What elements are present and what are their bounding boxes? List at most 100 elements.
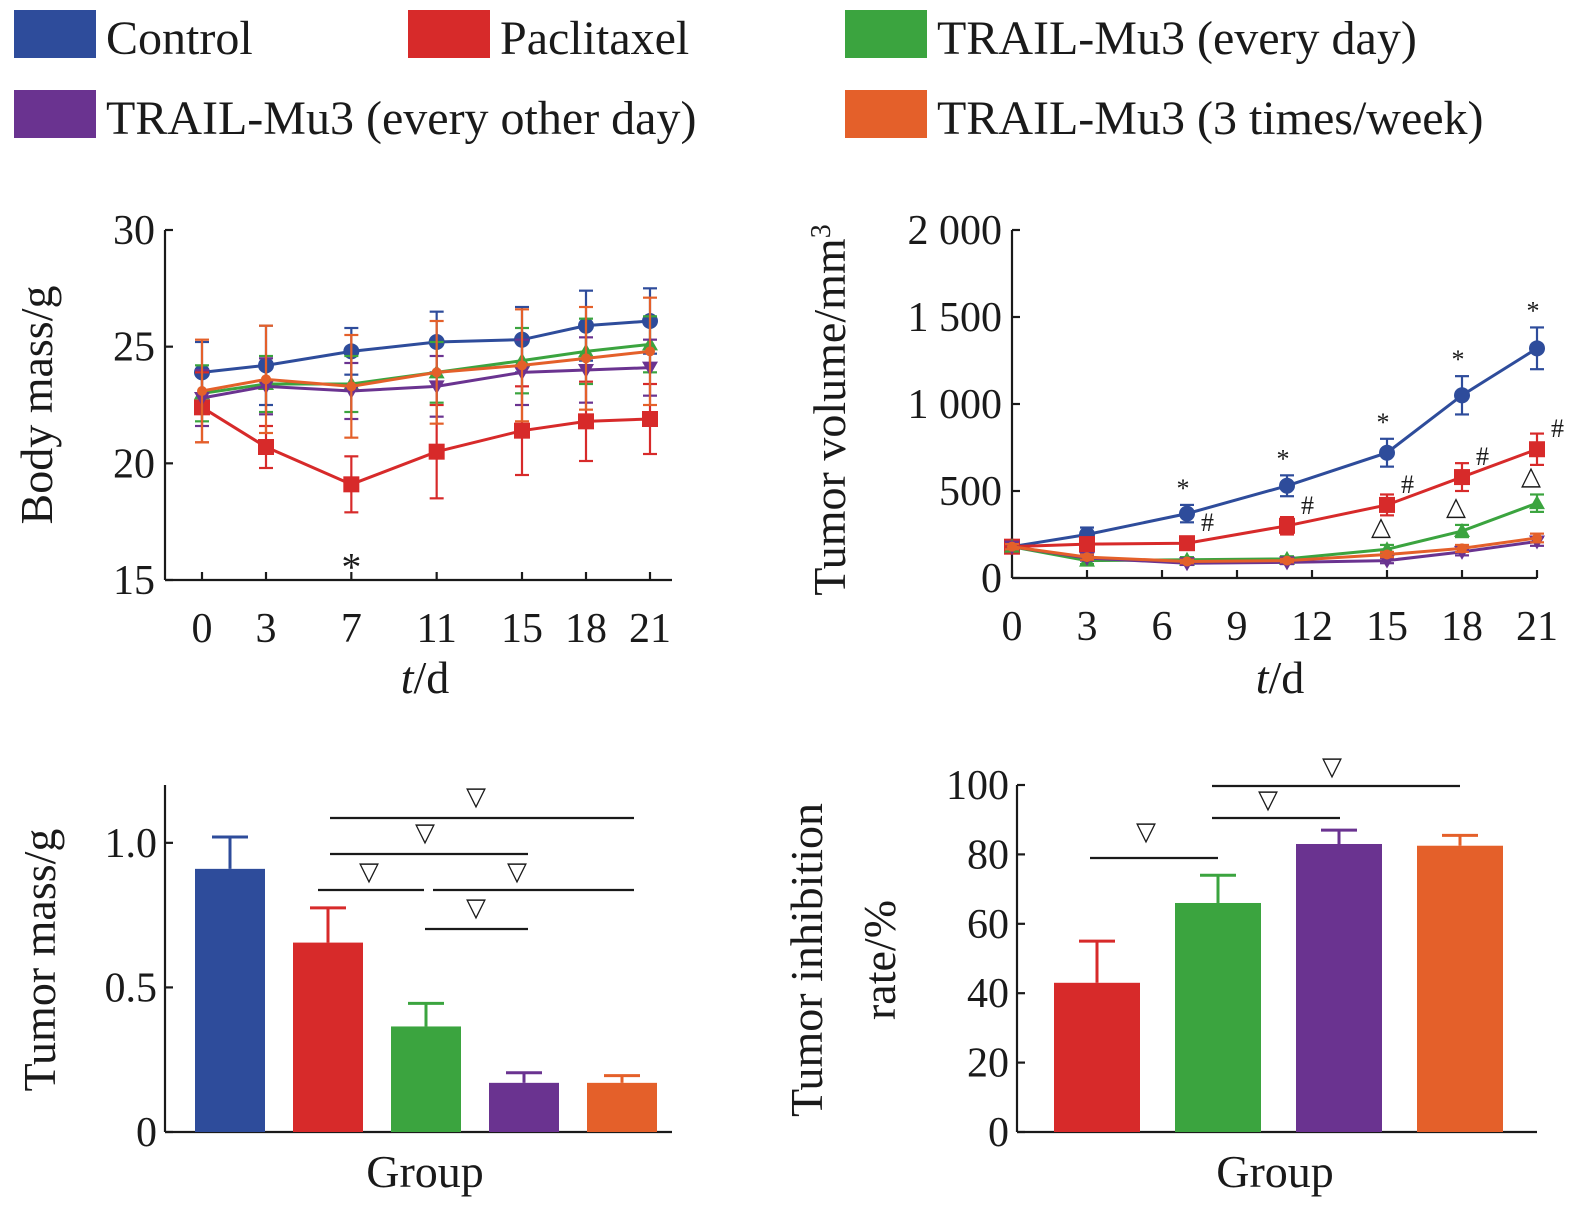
- tumor-volume-x-tick-label: 0: [1002, 604, 1023, 650]
- tumor-volume-y-title: Tumor volume/mm3: [804, 224, 855, 595]
- body-mass-point-paclitaxel: [514, 422, 530, 439]
- legend-label-trail-mu3-3-times-week: TRAIL-Mu3 (3 times/week): [937, 92, 1484, 145]
- tumor-volume-x-tick-label: 12: [1291, 604, 1333, 650]
- legend-label-trail-mu3-every-other-day: TRAIL-Mu3 (every other day): [106, 92, 696, 145]
- body-mass-point-trail-mu3-3-times-week: [431, 367, 442, 378]
- tumor-mass-bar-trail-mu3-every-day: [391, 1026, 461, 1132]
- legend-swatch-trail-mu3-every-day: [845, 10, 927, 58]
- body-mass-y-tick-label: 25: [113, 325, 155, 371]
- tumor-inhibition-y-tick-label: 60: [967, 902, 1009, 948]
- tumor-volume-annotation: #: [1401, 470, 1414, 499]
- tumor-inhibition-y-tick-label: 20: [967, 1041, 1009, 1087]
- body-mass-point-trail-mu3-3-times-week: [261, 374, 271, 385]
- body-mass-y-tick-label: 20: [113, 441, 155, 487]
- tumor-mass-bar-trail-mu3-3-times-week: [587, 1082, 657, 1132]
- body-mass-x-tick-label: 3: [256, 606, 277, 652]
- body-mass-x-tick-label: 18: [565, 606, 607, 652]
- tumor-volume-point-trail-mu3-3-times-week: [1532, 532, 1542, 543]
- body-mass-point-paclitaxel: [578, 413, 594, 430]
- tumor-mass-chart: Tumor mass/g Group 0 0.5 1.0 ▽ ▽ ▽ ▽ ▽: [14, 782, 672, 1197]
- tumor-inhibition-y-tick-label: 0: [988, 1110, 1009, 1156]
- tumor-volume-x-tick-label: 9: [1227, 604, 1248, 650]
- legend-label-control: Control: [106, 12, 253, 65]
- tumor-volume-point-paclitaxel: [1454, 469, 1470, 486]
- tumor-volume-y-tick-label: 0: [981, 556, 1002, 602]
- tumor-volume-point-trail-mu3-3-times-week: [1082, 552, 1092, 563]
- tumor-inhibition-bar-trail-mu3-3-times-week: [1417, 845, 1503, 1132]
- tumor-volume-annotation: #: [1551, 414, 1564, 443]
- tumor-volume-point-trail-mu3-3-times-week: [1382, 549, 1392, 560]
- tumor-volume-annotation: △: [1521, 461, 1541, 490]
- tumor-inhibition-y-tick-label: 40: [967, 971, 1009, 1017]
- legend-swatch-trail-mu3-every-other-day: [14, 90, 96, 138]
- body-mass-x-tick-label: 15: [501, 606, 543, 652]
- body-mass-x-tick-label: 0: [192, 606, 213, 652]
- tumor-volume-annotation: *: [1452, 345, 1465, 374]
- tumor-volume-annotation: #: [1301, 491, 1314, 520]
- tumor-volume-point-trail-mu3-3-times-week: [1457, 543, 1467, 554]
- body-mass-point-paclitaxel: [343, 476, 360, 493]
- tumor-volume-annotation: △: [1371, 512, 1391, 541]
- body-mass-point-trail-mu3-3-times-week: [517, 360, 527, 371]
- tumor-volume-x-tick-label: 6: [1152, 604, 1173, 650]
- tumor-inhibition-bar-paclitaxel: [1054, 982, 1140, 1132]
- tumor-mass-y-tick-label: 1.0: [105, 821, 158, 867]
- tumor-volume-annotation: *: [1377, 408, 1390, 437]
- tumor-volume-x-title: t/d: [1256, 652, 1305, 703]
- tumor-volume-point-trail-mu3-3-times-week: [1282, 555, 1292, 566]
- legend-swatch-trail-mu3-3-times-week: [845, 90, 927, 138]
- tumor-volume-point-paclitaxel: [1279, 517, 1295, 534]
- body-mass-y-title: Body mass/g: [11, 286, 62, 525]
- tumor-mass-bracket-symbol: ▽: [415, 818, 435, 847]
- tumor-volume-point-trail-mu3-every-day: [1454, 523, 1470, 538]
- tumor-inhibition-y-title-2: rate/%: [854, 900, 905, 1020]
- tumor-volume-point-control: [1179, 505, 1195, 522]
- tumor-volume-x-tick-label: 15: [1366, 604, 1408, 650]
- body-mass-point-trail-mu3-3-times-week: [645, 346, 655, 357]
- body-mass-point-paclitaxel: [642, 411, 658, 427]
- tumor-inhibition-bar-trail-mu3-every-day: [1175, 902, 1261, 1132]
- tumor-volume-point-control: [1379, 444, 1395, 461]
- body-mass-point-paclitaxel: [428, 443, 445, 460]
- tumor-mass-bar-paclitaxel: [293, 942, 363, 1132]
- tumor-inhibition-chart: Tumor inhibition rate/% Group 0 20 40 60 80 1…: [781, 752, 1537, 1197]
- legend-swatch-paclitaxel: [408, 10, 490, 58]
- body-mass-y-tick-label: 30: [113, 208, 155, 254]
- tumor-volume-point-paclitaxel: [1379, 496, 1395, 513]
- tumor-volume-y-tick-label: 1 500: [908, 295, 1003, 341]
- tumor-volume-y-tick-label: 2 000: [908, 208, 1003, 254]
- tumor-inhibition-y-title-1: Tumor inhibition: [781, 803, 832, 1117]
- tumor-mass-y-title: Tumor mass/g: [14, 829, 65, 1092]
- tumor-mass-y-tick-label: 0: [136, 1110, 157, 1156]
- tumor-mass-bracket-symbol: ▽: [466, 893, 486, 922]
- legend-label-paclitaxel: Paclitaxel: [500, 12, 689, 65]
- body-mass-y-tick-label: 15: [113, 558, 155, 604]
- body-mass-x-tick-label: 21: [629, 606, 671, 652]
- body-mass-point-paclitaxel: [258, 439, 274, 455]
- tumor-volume-annotation: △: [1446, 492, 1466, 521]
- tumor-mass-bar-control: [195, 868, 265, 1132]
- legend-label-trail-mu3-every-day: TRAIL-Mu3 (every day): [937, 12, 1417, 65]
- tumor-inhibition-bracket-symbol: ▽: [1322, 752, 1342, 781]
- body-mass-point-trail-mu3-3-times-week: [346, 381, 357, 392]
- tumor-mass-bracket-symbol: ▽: [466, 782, 486, 811]
- tumor-volume-annotation: #: [1201, 508, 1214, 537]
- body-mass-point-trail-mu3-3-times-week: [197, 386, 207, 396]
- tumor-volume-point-paclitaxel: [1529, 441, 1545, 458]
- tumor-volume-point-control: [1279, 477, 1295, 494]
- body-mass-x-tick-label: 7: [341, 606, 362, 652]
- tumor-inhibition-bracket-symbol: ▽: [1136, 817, 1156, 846]
- tumor-volume-x-tick-label: 18: [1441, 604, 1483, 650]
- tumor-volume-annotation: *: [1177, 474, 1190, 503]
- body-mass-x-tick-label: 11: [416, 606, 456, 652]
- body-mass-x-title: t/d: [401, 652, 450, 703]
- tumor-mass-bracket-symbol: ▽: [507, 857, 527, 886]
- tumor-volume-point-control: [1454, 387, 1470, 404]
- tumor-volume-annotation: *: [1527, 296, 1540, 325]
- tumor-volume-point-paclitaxel: [1179, 535, 1195, 552]
- legend-swatch-control: [14, 10, 96, 58]
- tumor-volume-chart: Tumor volume/mm3 t/d 0 500 1 000 1 500 2 000…: [804, 208, 1564, 703]
- tumor-volume-point-trail-mu3-every-day: [1529, 495, 1545, 510]
- tumor-volume-point-trail-mu3-3-times-week: [1007, 541, 1017, 552]
- tumor-inhibition-bracket-symbol: ▽: [1258, 785, 1278, 814]
